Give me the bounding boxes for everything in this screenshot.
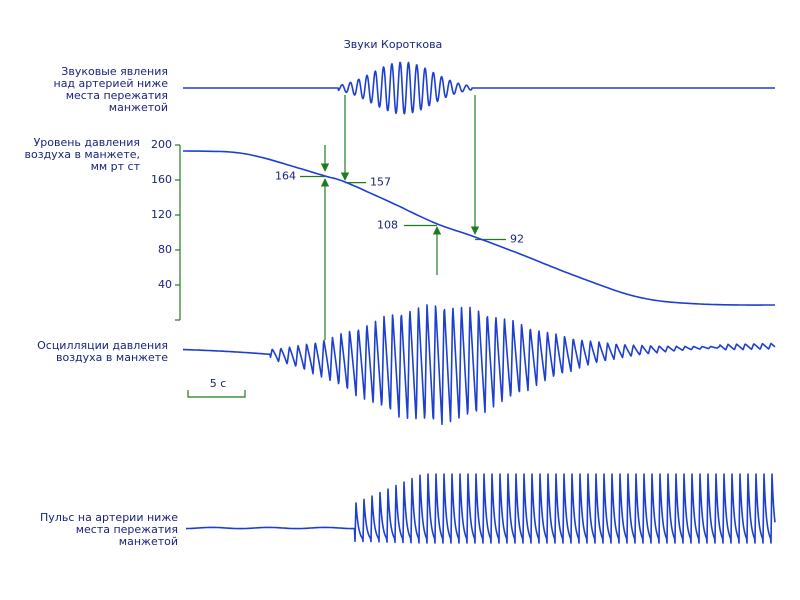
trace-label: Пульс на артерии ниже (40, 511, 178, 524)
trace-label: места пережатия (66, 89, 168, 102)
scale-bar-label: 5 с (210, 377, 227, 390)
trace-label: Уровень давления (34, 136, 140, 149)
tick-label: 40 (158, 278, 172, 291)
pressure-mark-label: 108 (377, 219, 398, 232)
trace-label: над артерией ниже (54, 77, 169, 90)
trace-label: манжетой (119, 535, 178, 548)
tick-label: 80 (158, 243, 172, 256)
pressure-mark-label: 164 (275, 170, 296, 183)
traces (182, 61, 776, 544)
tick-label: 120 (151, 208, 172, 221)
pressure-trace (183, 150, 775, 306)
tick-label: 200 (151, 138, 172, 151)
pulse-trace (185, 473, 776, 544)
trace-label: мм рт ст (91, 160, 141, 173)
trace-label: воздуха в манжете, (25, 148, 140, 161)
oscillation-trace (182, 304, 776, 425)
pressure-mark-label: 92 (510, 233, 524, 246)
title: Звуки Короткова (344, 38, 443, 51)
trace-label: Осцилляции давления (37, 339, 168, 352)
scale-bar (187, 390, 246, 398)
pressure-mark-label: 157 (370, 176, 391, 189)
trace-label: места пережатия (76, 523, 178, 536)
trace-label: Звуковые явления (61, 65, 168, 78)
tick-label: 160 (151, 173, 172, 186)
pressure-axis: 200 160 120 80 40 164 157 108 92 (151, 138, 524, 321)
trace-label: манжетой (109, 101, 168, 114)
sound-trace (182, 61, 776, 115)
trace-label: воздуха в манжете (56, 351, 168, 364)
